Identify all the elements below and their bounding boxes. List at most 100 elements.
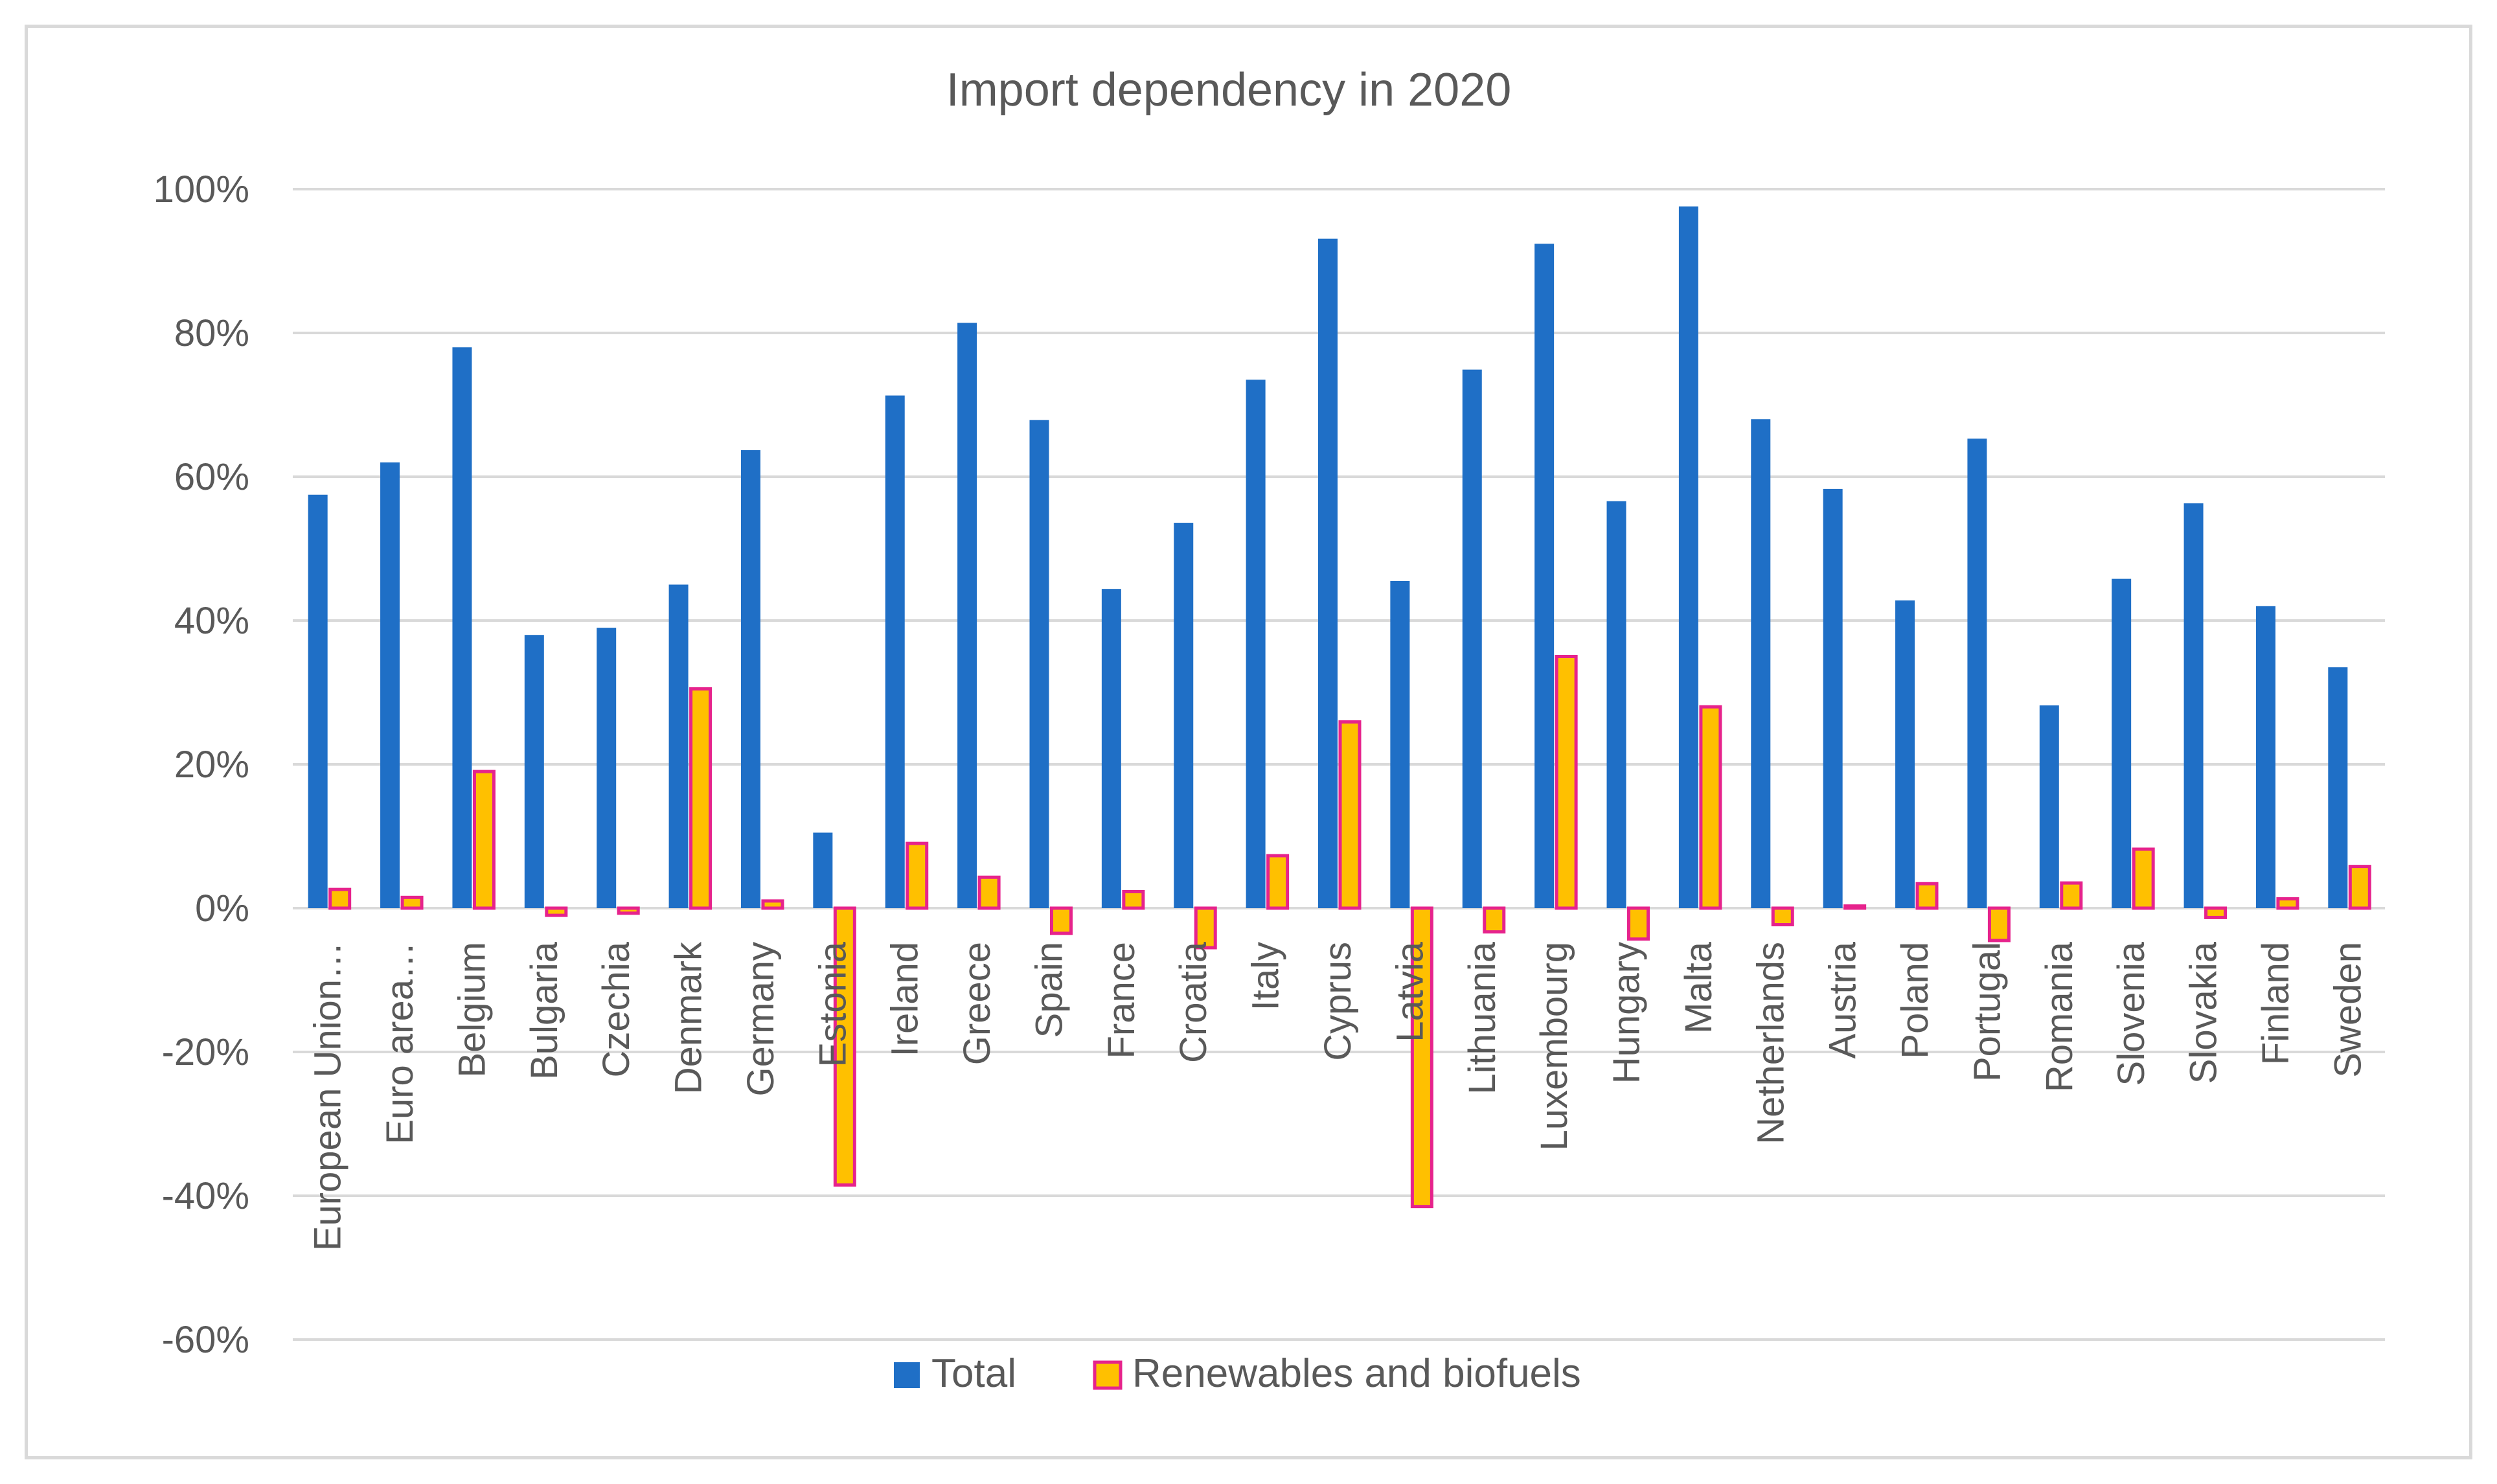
x-tick-label: Finland (2255, 942, 2297, 1065)
bar-total (813, 832, 833, 908)
x-tick-label: Slovenia (2110, 941, 2152, 1086)
bar-total (885, 395, 905, 908)
bar-total (380, 462, 400, 908)
x-tick-label: France (1100, 942, 1143, 1059)
x-tick-label: European Union… (307, 942, 349, 1251)
x-tick-label: Bulgaria (523, 941, 565, 1080)
bar-total (1534, 244, 1555, 908)
bar-renewables (617, 906, 640, 915)
x-tick-label: Belgium (451, 942, 493, 1078)
bar-total (597, 628, 617, 908)
bar-renewables (2060, 881, 2083, 910)
x-tick-label: Croatia (1172, 941, 1214, 1063)
x-tick-label: Czechia (595, 941, 637, 1077)
bar-renewables (1987, 906, 2011, 942)
x-tick-label: Romania (2038, 941, 2081, 1092)
bar-total (1751, 419, 1771, 908)
x-tick-label: Euro area… (379, 942, 421, 1145)
bar-total (1462, 369, 1482, 908)
bar-renewables (761, 899, 784, 910)
bar-total (1895, 600, 1915, 908)
x-tick-label: Ireland (884, 942, 926, 1056)
x-tick-label: Hungary (1606, 942, 1648, 1084)
bar-total (1246, 380, 1266, 908)
bar-renewables (545, 906, 568, 917)
bar-renewables (977, 875, 1001, 910)
bar-total (1318, 238, 1338, 909)
x-tick-label: Cyprus (1317, 942, 1359, 1061)
bar-total (1823, 488, 1843, 908)
x-tick-label: Greece (956, 942, 998, 1065)
x-tick-label: Lithuania (1461, 941, 1503, 1094)
bar-renewables (400, 895, 424, 910)
y-tick-label: -20% (162, 1031, 249, 1073)
bar-total (1029, 420, 1049, 908)
x-tick-label: Germany (740, 942, 782, 1097)
bar-renewables (1555, 655, 1578, 910)
bar-renewables (1122, 889, 1145, 910)
bar-renewables (1410, 906, 1433, 1209)
bar-renewables (1483, 906, 1506, 934)
bar-renewables (906, 841, 929, 910)
bar-total (957, 323, 977, 909)
y-tick-label: -40% (162, 1175, 249, 1217)
x-tick-label: Latvia (1389, 941, 1431, 1042)
y-tick-label: 80% (174, 312, 249, 354)
legend-swatch-renewables (1093, 1360, 1123, 1390)
y-tick-label: 0% (195, 887, 249, 930)
bar-renewables (328, 887, 352, 910)
bar-renewables (1843, 904, 1867, 910)
bar-renewables (1049, 906, 1073, 935)
bar-renewables (2276, 897, 2299, 910)
x-tick-label: Netherlands (1750, 942, 1792, 1145)
bar-total (2183, 503, 2204, 908)
x-tick-label: Malta (1678, 941, 1720, 1034)
bar-renewables (472, 770, 496, 910)
x-tick-label: Denmark (668, 941, 710, 1094)
bar-total (452, 347, 472, 908)
y-tick-label: -60% (162, 1319, 249, 1361)
x-tick-label: Spain (1028, 942, 1070, 1038)
bar-renewables (1194, 906, 1217, 950)
bar-renewables (833, 906, 856, 1187)
legend-label: Renewables and biofuels (1132, 1351, 1581, 1396)
bar-total (740, 450, 760, 908)
x-tick-label: Slovakia (2183, 941, 2225, 1084)
x-tick-label: Estonia (812, 941, 854, 1067)
legend-swatch-total (894, 1362, 920, 1388)
y-tick-label: 20% (174, 744, 249, 786)
bar-renewables (2132, 847, 2155, 910)
bar-renewables (1915, 882, 1939, 910)
bar-total (2039, 705, 2059, 908)
x-axis-ticks: European Union… Euro area… Belgium Bulgaria… (307, 941, 2369, 1251)
bar-renewables (1771, 906, 1794, 927)
x-tick-label: Luxembourg (1533, 942, 1575, 1150)
y-tick-label: 40% (174, 600, 249, 642)
bar-total (1967, 439, 1987, 908)
y-tick-label: 100% (154, 168, 249, 211)
bar-total (1678, 206, 1698, 908)
x-tick-label: Poland (1894, 942, 1936, 1059)
y-axis-ticks: 100% 80% 60% 40% 20% 0% -20% -40% -60% (154, 168, 249, 1361)
bar-total (2112, 578, 2132, 908)
x-tick-label: Austria (1822, 941, 1864, 1058)
x-tick-label: Portugal (1966, 942, 2008, 1082)
bars (308, 206, 2371, 1209)
bar-renewables (1699, 705, 1722, 910)
bar-renewables (689, 687, 713, 910)
legend: Total Renewables and biofuels (894, 1351, 1581, 1396)
bar-total (2328, 667, 2348, 908)
legend-label: Total (931, 1351, 1016, 1396)
bar-total (1174, 523, 1194, 908)
bar-total (308, 494, 328, 908)
x-tick-label: Italy (1245, 942, 1287, 1010)
bar-renewables (1338, 720, 1362, 910)
bar-total (524, 635, 544, 908)
x-tick-label: Sweden (2327, 942, 2369, 1078)
bar-total (1606, 501, 1626, 908)
bar-total (1390, 580, 1410, 908)
bar-total (668, 584, 689, 908)
chart-title: Import dependency in 2020 (946, 64, 1512, 116)
bar-renewables (1266, 854, 1290, 910)
